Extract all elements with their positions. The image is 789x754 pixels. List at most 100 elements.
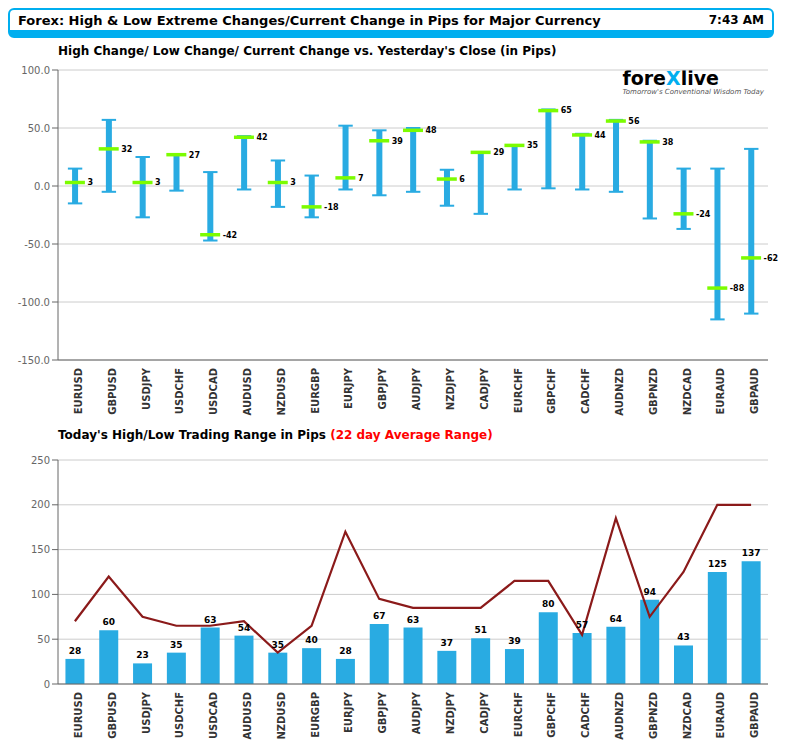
svg-text:29: 29 [493, 148, 505, 157]
svg-text:-150.0: -150.0 [18, 355, 50, 366]
svg-text:150: 150 [31, 544, 50, 555]
svg-text:48: 48 [426, 126, 438, 135]
svg-text:51: 51 [474, 625, 487, 635]
html-text:7:43 AM: 7:43 AM [708, 13, 764, 27]
svg-text:-18: -18 [324, 203, 339, 212]
svg-text:42: 42 [256, 133, 267, 142]
svg-text:35: 35 [527, 141, 539, 150]
svg-text:56: 56 [628, 117, 640, 126]
svg-text:CADJPY: CADJPY [479, 367, 490, 409]
svg-text:65: 65 [561, 106, 573, 115]
svg-text:AUDNZD: AUDNZD [614, 368, 625, 416]
svg-text:100: 100 [31, 589, 50, 600]
svg-text:39: 39 [392, 137, 404, 146]
svg-text:-50.0: -50.0 [24, 239, 50, 250]
svg-text:6: 6 [459, 175, 465, 184]
svg-text:NZDJPY: NZDJPY [445, 691, 456, 734]
svg-text:USDCAD: USDCAD [208, 692, 219, 739]
svg-text:39: 39 [508, 636, 521, 646]
svg-text:NZDUSD: NZDUSD [276, 692, 287, 740]
svg-text:3: 3 [87, 178, 93, 187]
svg-text:60: 60 [102, 617, 115, 627]
svg-text:GBPJPY: GBPJPY [377, 367, 388, 409]
svg-text:GBPUSD: GBPUSD [107, 368, 118, 415]
html-text:Forex: High & Low Extreme Chan: Forex: High & Low Extreme Changes/Curren… [18, 12, 601, 28]
svg-text:AUDUSD: AUDUSD [242, 692, 253, 739]
svg-text:-88: -88 [730, 284, 745, 293]
svg-text:-24: -24 [696, 210, 711, 219]
svg-text:USDJPY: USDJPY [141, 691, 152, 734]
svg-text:7: 7 [358, 174, 364, 183]
svg-text:EURJPY: EURJPY [343, 691, 354, 733]
svg-text:NZDCAD: NZDCAD [682, 692, 693, 739]
svg-text:EURAUD: EURAUD [715, 692, 726, 739]
svg-text:37: 37 [441, 638, 454, 648]
svg-text:AUDJPY: AUDJPY [411, 367, 422, 410]
svg-text:NZDCAD: NZDCAD [682, 368, 693, 415]
svg-text:44: 44 [595, 131, 607, 140]
svg-text:EURCHF: EURCHF [513, 692, 524, 737]
svg-text:GBPAUD: GBPAUD [749, 368, 760, 414]
svg-text:40: 40 [305, 635, 318, 645]
svg-text:100.0: 100.0 [21, 65, 50, 76]
svg-text:CADCHF: CADCHF [580, 692, 591, 738]
svg-text:GBPNZD: GBPNZD [648, 368, 659, 415]
svg-text:200: 200 [31, 499, 50, 510]
svg-text:EURUSD: EURUSD [73, 368, 84, 414]
svg-text:54: 54 [238, 623, 251, 633]
svg-text:35: 35 [272, 640, 285, 650]
svg-text:USDCAD: USDCAD [208, 368, 219, 415]
svg-text:0: 0 [44, 679, 50, 690]
svg-text:63: 63 [204, 615, 217, 625]
svg-text:23: 23 [136, 650, 149, 660]
svg-text:3: 3 [155, 178, 161, 187]
svg-text:EURJPY: EURJPY [343, 367, 354, 409]
svg-text:67: 67 [373, 611, 386, 621]
svg-text:80: 80 [542, 599, 555, 609]
svg-text:-42: -42 [223, 231, 237, 240]
svg-text:GBPNZD: GBPNZD [648, 692, 659, 739]
svg-text:63: 63 [407, 615, 420, 625]
svg-text:USDCHF: USDCHF [174, 692, 185, 738]
svg-text:28: 28 [339, 646, 352, 656]
svg-text:CADCHF: CADCHF [580, 368, 591, 414]
svg-text:250: 250 [31, 455, 50, 466]
svg-text:137: 137 [742, 548, 761, 558]
svg-text:AUDUSD: AUDUSD [242, 368, 253, 415]
html-text:High Change/ Low Change/ Curre: High Change/ Low Change/ Current Change … [58, 44, 557, 58]
svg-text:-62: -62 [764, 254, 778, 263]
svg-text:GBPJPY: GBPJPY [377, 691, 388, 733]
svg-text:43: 43 [677, 632, 690, 642]
svg-text:50: 50 [37, 634, 50, 645]
svg-text:EURCHF: EURCHF [513, 368, 524, 413]
svg-text:GBPCHF: GBPCHF [546, 692, 557, 738]
html-text:fore X live: fore X live [622, 67, 719, 89]
svg-text:GBPUSD: GBPUSD [107, 692, 118, 739]
svg-text:EURUSD: EURUSD [73, 692, 84, 738]
svg-text:3: 3 [290, 178, 296, 187]
svg-text:EURGBP: EURGBP [310, 692, 321, 738]
svg-text:-100.0: -100.0 [18, 297, 50, 308]
svg-text:NZDUSD: NZDUSD [276, 368, 287, 416]
svg-text:28: 28 [69, 646, 82, 656]
svg-text:50.0: 50.0 [28, 123, 50, 134]
svg-text:0.0: 0.0 [34, 181, 50, 192]
svg-text:125: 125 [708, 559, 727, 569]
svg-text:27: 27 [189, 151, 200, 160]
svg-text:USDCHF: USDCHF [174, 368, 185, 414]
svg-text:57: 57 [576, 620, 589, 630]
svg-text:64: 64 [610, 614, 623, 624]
svg-text:32: 32 [121, 145, 132, 154]
svg-text:NZDJPY: NZDJPY [445, 367, 456, 410]
svg-text:GBPCHF: GBPCHF [546, 368, 557, 414]
svg-text:AUDNZD: AUDNZD [614, 692, 625, 740]
svg-text:EURGBP: EURGBP [310, 368, 321, 414]
svg-text:94: 94 [643, 587, 656, 597]
svg-text:GBPAUD: GBPAUD [749, 692, 760, 738]
svg-text:EURAUD: EURAUD [715, 368, 726, 415]
svg-text:CADJPY: CADJPY [479, 691, 490, 733]
svg-text:35: 35 [170, 640, 183, 650]
svg-text:38: 38 [662, 138, 674, 147]
svg-text:AUDJPY: AUDJPY [411, 691, 422, 734]
svg-text:USDJPY: USDJPY [141, 367, 152, 410]
